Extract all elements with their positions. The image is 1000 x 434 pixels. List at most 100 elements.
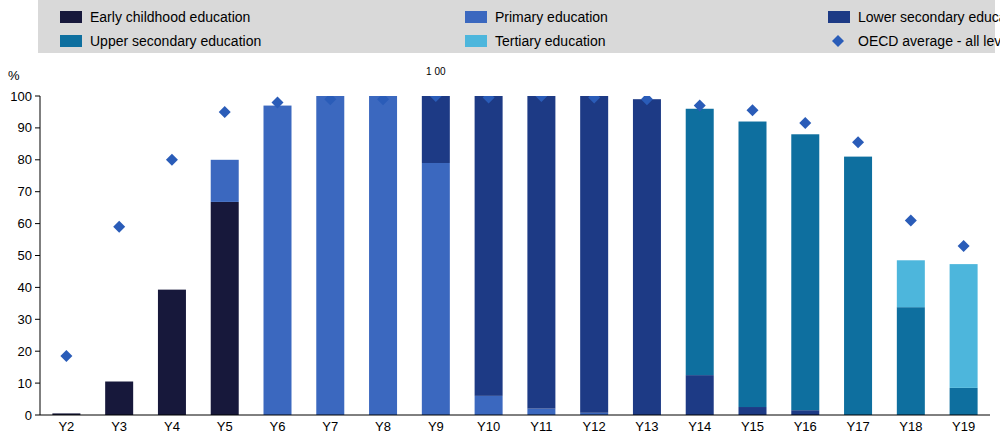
bar-segment [897, 260, 925, 307]
x-tick-label: Y6 [270, 419, 286, 434]
bar-segment [158, 290, 186, 415]
plot-area [52, 96, 977, 415]
x-tick-label: Y10 [477, 419, 500, 434]
oecd-marker [747, 104, 759, 116]
oecd-marker [430, 96, 442, 102]
bar-segment [264, 106, 292, 415]
oecd-marker [272, 96, 284, 108]
y-tick [35, 351, 40, 352]
bar-segment [105, 382, 133, 415]
bar-segment [158, 289, 186, 290]
y-tick-label: 80 [18, 152, 32, 167]
chart: Early childhood educationPrimary educati… [0, 0, 1000, 434]
oecd-marker [219, 106, 231, 118]
oecd-marker [852, 136, 864, 148]
y-tick-label: 0 [25, 408, 32, 423]
bar-segment [211, 159, 239, 160]
legend-marker [832, 35, 844, 47]
legend-swatch [60, 11, 82, 23]
bar-segment [158, 289, 186, 290]
y-tick [35, 223, 40, 224]
x-tick-label: Y2 [58, 419, 74, 434]
x-tick-label: Y15 [741, 419, 764, 434]
bar-segment [791, 134, 819, 135]
legend-label: Tertiary education [495, 33, 606, 49]
x-tick-label: Y12 [583, 419, 606, 434]
bar-segment [211, 159, 239, 160]
bar-segment [158, 289, 186, 290]
y-tick-label: 60 [18, 216, 32, 231]
bar-segment [211, 160, 239, 202]
y-tick [35, 415, 40, 416]
legend-box [38, 0, 995, 53]
x-tick-label: Y13 [635, 419, 658, 434]
x-axis [40, 415, 990, 416]
y-tick [35, 96, 40, 97]
oecd-marker [483, 96, 495, 104]
bar-segment [580, 96, 608, 413]
x-tick-label: Y17 [846, 419, 869, 434]
oecd-marker [799, 117, 811, 129]
legend-label: Lower secondary education [858, 9, 1000, 25]
y-tick-label: 10 [18, 376, 32, 391]
oecd-marker [377, 96, 389, 105]
x-tick-label: Y7 [322, 419, 338, 434]
y-tick-label: 50 [18, 248, 32, 263]
oecd-marker [166, 154, 178, 166]
y-tick [35, 191, 40, 192]
y-tick [35, 255, 40, 256]
y-tick-label: 100 [10, 89, 32, 104]
bar-segment [105, 381, 133, 382]
bar-segment [52, 413, 80, 414]
x-tick-label: Y16 [794, 419, 817, 434]
oecd-marker [694, 100, 706, 112]
bar-segment [739, 122, 767, 408]
legend-label: Early childhood education [90, 9, 250, 25]
y-tick-label: 90 [18, 120, 32, 135]
y-tick-label: 30 [18, 312, 32, 327]
bar-segment [475, 396, 503, 415]
x-tick-label: Y5 [217, 419, 233, 434]
bar-segment [105, 381, 133, 382]
oecd-marker [113, 221, 125, 233]
bar-segment [211, 202, 239, 415]
y-axis [40, 96, 41, 415]
bar-segment [791, 134, 819, 410]
bar-segment [739, 121, 767, 122]
oecd-marker [641, 96, 653, 105]
y-tick [35, 319, 40, 320]
bar-segment [739, 407, 767, 415]
y-tick-label: 70 [18, 184, 32, 199]
oecd-marker [588, 96, 600, 104]
y-tick-label: 40 [18, 280, 32, 295]
legend-swatch [465, 11, 487, 23]
bar-segment [475, 96, 503, 396]
bar-segment [844, 156, 872, 157]
y-axis-label: % [8, 68, 20, 83]
x-tick-label: Y11 [530, 419, 552, 434]
x-tick-label: Y4 [164, 419, 180, 434]
bar-segment [950, 264, 978, 388]
bar-segment [686, 375, 714, 415]
oecd-marker [60, 350, 72, 362]
bar-segment [316, 96, 344, 415]
bar-segment [52, 413, 80, 414]
legend-swatch [60, 35, 82, 47]
legend-label: Upper secondary education [90, 33, 261, 49]
bar-segment [158, 289, 186, 290]
marker-layer [60, 96, 969, 362]
bar-segment [211, 159, 239, 160]
bar-segment [844, 157, 872, 415]
bar-segment [897, 307, 925, 415]
bar-segment [422, 96, 450, 163]
bar-segment [369, 96, 397, 415]
y-tick [35, 383, 40, 384]
x-tick-label: Y18 [899, 419, 922, 434]
y-tick [35, 287, 40, 288]
y-tick [35, 159, 40, 160]
x-tick-label: Y19 [952, 419, 975, 434]
legend-label: OECD average - all levels [858, 33, 1000, 49]
bar-segment [52, 413, 80, 414]
oecd-marker [905, 214, 917, 226]
x-tick-label: Y3 [111, 419, 127, 434]
